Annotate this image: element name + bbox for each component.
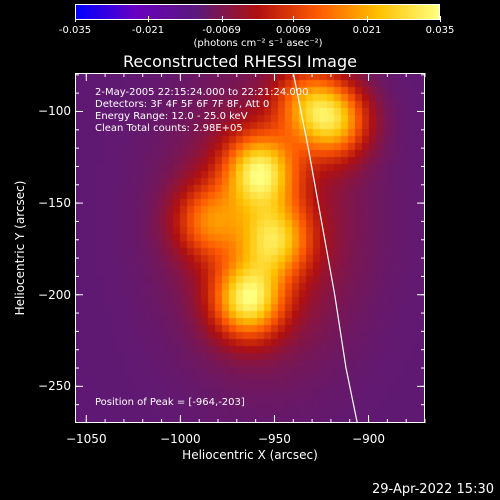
colorbar-tick	[440, 16, 441, 22]
info-energy-range: Energy Range: 12.0 - 25.0 keV	[95, 111, 248, 122]
y-tick-label: −200	[38, 287, 71, 302]
colorbar-tick	[293, 16, 295, 22]
colorbar-tick	[148, 16, 149, 22]
x-axis-label: Heliocentric X (arcsec)	[182, 448, 318, 462]
y-tick-label: −250	[38, 379, 71, 394]
colorbar-tick	[221, 16, 223, 22]
y-axis-label: Heliocentric Y (arcsec)	[13, 180, 27, 316]
plot-axes	[75, 72, 426, 424]
colorbar-tick-label: 0.021	[352, 25, 382, 36]
colorbar-tick-label: -0.021	[131, 25, 165, 36]
solar-limb-line	[292, 72, 358, 424]
x-tick-label: −950	[257, 432, 291, 446]
x-tick-label: −1000	[160, 432, 201, 446]
colorbar-tick	[75, 16, 76, 22]
plot-frame	[75, 73, 425, 423]
colorbar-tick-label: -0.035	[58, 25, 92, 36]
footer-date: 29-Apr-2022 15:30	[372, 482, 494, 497]
heatmap-image	[75, 73, 425, 423]
colorbar-tick-label: 0.035	[425, 25, 455, 36]
colorbar-tick-label: 0.0069	[275, 25, 311, 36]
chart-title: Reconstructed RHESSI Image	[123, 52, 357, 71]
x-tick-label: −900	[352, 432, 386, 446]
y-tick-label: −100	[38, 104, 71, 119]
info-total-counts: Clean Total counts: 2.98E+05	[95, 123, 243, 134]
plot-area: 2-May-2005 22:15:24.000 to 22:21:24.000 …	[75, 72, 426, 424]
info-date-range: 2-May-2005 22:15:24.000 to 22:21:24.000	[95, 87, 309, 98]
peak-position-label: Position of Peak = [-964,-203]	[95, 397, 245, 408]
colorbar-tick-label: -0.0069	[202, 25, 241, 36]
colorbar-units: (photons cm⁻² s⁻¹ asec⁻²)	[193, 38, 323, 49]
y-tick-label: −150	[38, 196, 71, 211]
colorbar-tick	[367, 16, 368, 22]
x-tick-label: −1050	[65, 432, 107, 446]
colorbar	[75, 4, 440, 20]
info-detectors: Detectors: 3F 4F 5F 6F 7F 8F, Att 0	[95, 99, 270, 110]
